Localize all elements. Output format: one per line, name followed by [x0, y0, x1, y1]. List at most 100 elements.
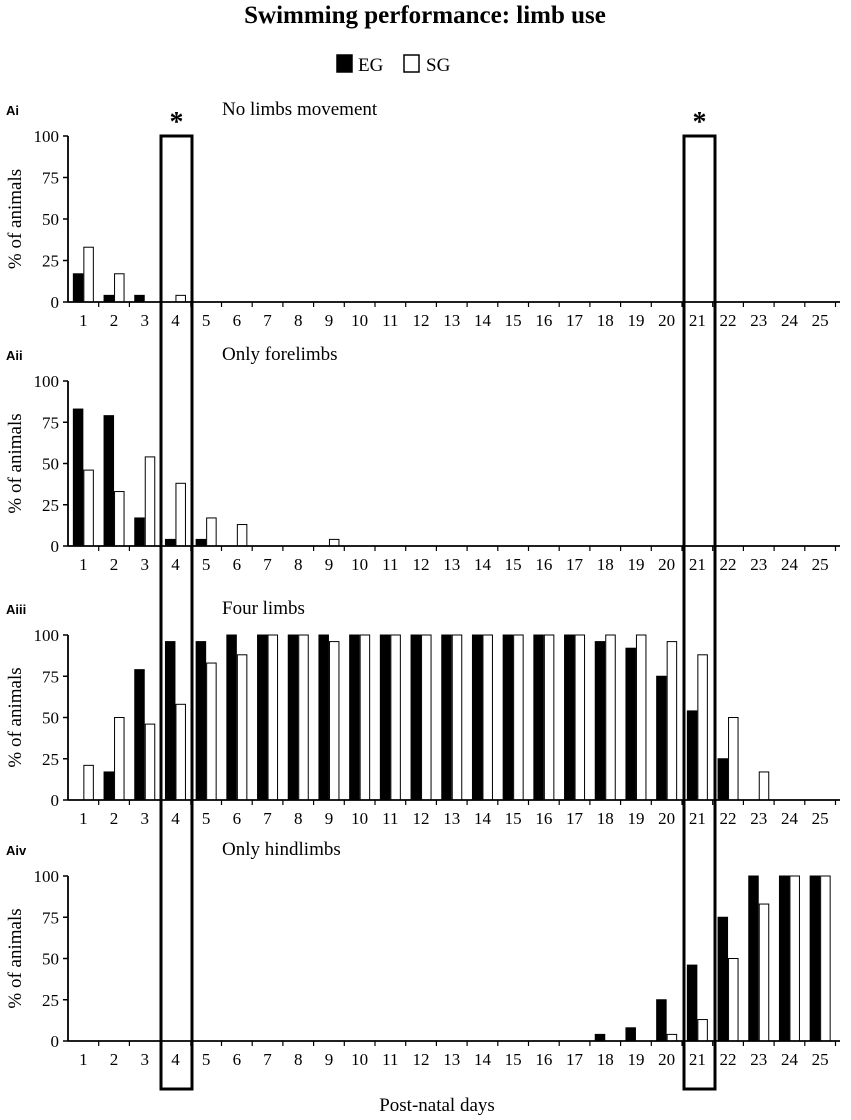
y-tick-label: 50 — [42, 455, 59, 474]
x-tick-label: 18 — [597, 311, 614, 330]
y-tick-label: 0 — [51, 1032, 60, 1051]
x-tick-label: 16 — [535, 1050, 552, 1069]
legend-swatch-eg — [336, 54, 353, 73]
bar-eg — [195, 538, 207, 547]
x-tick-label: 25 — [812, 809, 829, 828]
x-tick-label: 4 — [171, 1050, 180, 1069]
figure-title: Swimming performance: limb use — [244, 2, 606, 29]
bar-sg — [820, 875, 831, 1042]
bar-sg — [206, 662, 217, 801]
x-tick-label: 4 — [171, 809, 180, 828]
y-tick-label: 75 — [42, 169, 59, 188]
x-tick-label: 2 — [110, 809, 119, 828]
x-tick-label: 13 — [443, 555, 460, 574]
x-tick-label: 19 — [627, 311, 644, 330]
y-axis-title: % of animals — [5, 413, 26, 513]
highlight-box-day-21 — [682, 134, 717, 1091]
panel-title: Four limbs — [222, 598, 305, 619]
panel-label: Aiii — [6, 602, 26, 617]
y-tick-label: 25 — [42, 991, 59, 1010]
bar-sg — [359, 634, 371, 801]
bar-eg — [349, 634, 360, 801]
x-tick-label: 20 — [658, 809, 675, 828]
y-tick-label: 0 — [51, 791, 60, 810]
x-tick-label: 22 — [720, 1050, 737, 1069]
bar-eg — [134, 669, 145, 801]
bar-eg — [318, 634, 329, 801]
bar-eg — [686, 710, 698, 801]
bar-sg — [451, 634, 463, 801]
highlight-boxes: * * — [159, 107, 717, 1091]
x-tick-label: 13 — [443, 1050, 460, 1069]
x-tick-label: 9 — [325, 809, 334, 828]
x-tick-label: 3 — [141, 555, 150, 574]
x-tick-label: 20 — [658, 555, 675, 574]
x-tick-label: 7 — [263, 1050, 272, 1069]
x-tick-label: 8 — [294, 311, 303, 330]
x-tick-label: 25 — [812, 555, 829, 574]
x-tick-label: 21 — [689, 311, 706, 330]
x-tick-label: 11 — [382, 311, 398, 330]
bar-eg — [410, 634, 422, 801]
y-tick-label: 50 — [42, 709, 59, 728]
x-tick-label: 21 — [689, 1050, 706, 1069]
x-tick-label: 11 — [382, 1050, 398, 1069]
panel-ai: Ai No limbs movement% of animals025507510… — [5, 99, 840, 330]
bar-sg — [83, 469, 94, 547]
x-tick-label: 3 — [141, 1050, 150, 1069]
x-tick-label: 17 — [566, 555, 584, 574]
bar-sg — [758, 771, 770, 801]
bar-sg — [728, 717, 739, 801]
panel-title: Only hindlimbs — [222, 839, 341, 860]
x-tick-label: 14 — [474, 809, 492, 828]
x-tick-label: 8 — [294, 555, 303, 574]
bar-sg — [605, 634, 616, 801]
bar-eg — [471, 634, 483, 801]
x-tick-label: 3 — [141, 311, 150, 330]
y-tick-label: 75 — [42, 413, 59, 432]
x-tick-label: 11 — [382, 555, 398, 574]
bar-eg — [594, 641, 606, 801]
bar-sg — [574, 634, 586, 801]
panels: Ai No limbs movement% of animals025507510… — [5, 99, 840, 1069]
x-tick-label: 1 — [79, 555, 88, 574]
bar-eg — [594, 1033, 606, 1042]
x-tick-label: 25 — [812, 1050, 829, 1069]
x-tick-label: 16 — [535, 809, 552, 828]
x-tick-label: 10 — [351, 809, 368, 828]
x-tick-label: 25 — [812, 311, 829, 330]
y-tick-label: 25 — [42, 496, 59, 515]
bar-eg — [195, 641, 207, 801]
x-tick-label: 5 — [202, 809, 211, 828]
x-tick-label: 5 — [202, 1050, 211, 1069]
bar-eg — [748, 875, 759, 1042]
x-tick-label: 14 — [474, 1050, 492, 1069]
bar-sg — [543, 634, 555, 801]
x-tick-label: 22 — [720, 555, 737, 574]
x-tick-label: 17 — [566, 1050, 584, 1069]
bar-sg — [635, 634, 647, 801]
x-tick-label: 14 — [474, 311, 492, 330]
bar-sg — [666, 641, 678, 801]
bar-sg — [83, 246, 94, 303]
x-tick-label: 22 — [720, 311, 737, 330]
legend-swatch-sg — [403, 54, 420, 73]
bar-eg — [72, 408, 84, 547]
bar-sg — [206, 517, 217, 547]
x-tick-label: 2 — [110, 1050, 119, 1069]
x-tick-label: 12 — [413, 1050, 430, 1069]
y-tick-label: 100 — [34, 867, 60, 886]
x-tick-label: 20 — [658, 311, 675, 330]
x-tick-label: 21 — [689, 555, 706, 574]
bar-sg — [697, 654, 708, 801]
x-tick-label: 7 — [263, 809, 272, 828]
y-tick-label: 100 — [34, 127, 60, 146]
x-tick-label: 2 — [110, 555, 119, 574]
x-tick-label: 3 — [141, 809, 150, 828]
x-axis-title: Post-natal days — [379, 1095, 495, 1116]
x-tick-label: 21 — [689, 809, 706, 828]
bar-eg — [778, 875, 790, 1042]
bar-eg — [502, 634, 514, 801]
bar-eg — [564, 634, 575, 801]
bar-eg — [686, 964, 698, 1042]
